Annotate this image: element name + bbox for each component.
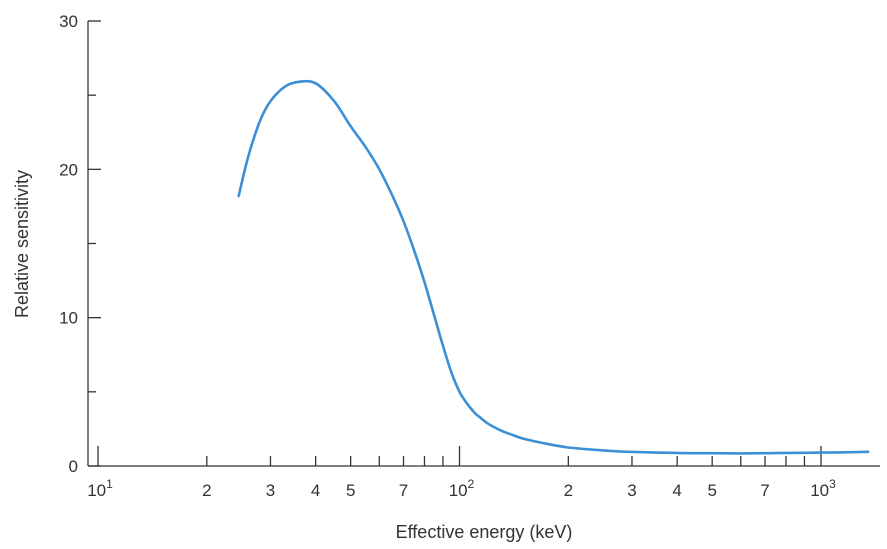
y-tick-label: 10 bbox=[59, 309, 78, 328]
ticks bbox=[88, 20, 822, 467]
x-axis-title: Effective energy (keV) bbox=[396, 522, 573, 542]
x-tick-exponent: 1 bbox=[106, 477, 113, 491]
axes bbox=[87, 21, 880, 467]
x-minor-tick-label: 3 bbox=[627, 481, 636, 500]
x-tick-exponent: 2 bbox=[468, 477, 475, 491]
x-tick-exponent: 3 bbox=[829, 477, 836, 491]
tick-labels: 0 10 20 30 101 102 103 2 3 4 5 7 2 3 4 5 7 bbox=[59, 12, 836, 500]
x-major-tick-label: 102 bbox=[449, 477, 475, 500]
x-minor-tick-label: 5 bbox=[707, 481, 716, 500]
y-tick-label: 0 bbox=[69, 457, 78, 476]
x-minor-tick-label: 2 bbox=[202, 481, 211, 500]
x-minor-tick-label: 2 bbox=[564, 481, 573, 500]
x-minor-tick-label: 4 bbox=[311, 481, 320, 500]
x-major-tick-label: 103 bbox=[810, 477, 836, 500]
x-minor-tick-label: 3 bbox=[266, 481, 275, 500]
x-minor-tick-label: 4 bbox=[672, 481, 681, 500]
y-tick-label: 30 bbox=[59, 12, 78, 31]
y-axis-title: Relative sensitivity bbox=[12, 170, 32, 318]
x-minor-tick-label: 7 bbox=[399, 481, 408, 500]
series bbox=[237, 79, 870, 455]
sensitivity-curve bbox=[237, 79, 870, 455]
x-major-tick-label: 101 bbox=[87, 477, 113, 500]
x-minor-tick-label: 7 bbox=[760, 481, 769, 500]
y-tick-label: 20 bbox=[59, 160, 78, 179]
x-minor-tick-label: 5 bbox=[346, 481, 355, 500]
